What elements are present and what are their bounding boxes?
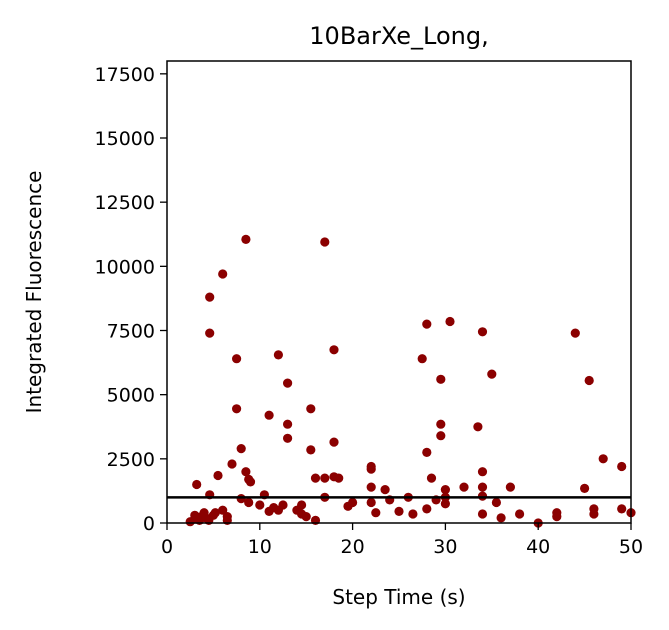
data-point-95 [570, 328, 580, 338]
data-point-102 [617, 504, 627, 514]
x-tick-label-1: 10 [248, 536, 272, 558]
data-point-11 [205, 328, 215, 338]
plot-frame [166, 60, 632, 524]
points-layer [185, 234, 636, 528]
data-point-54 [334, 473, 344, 483]
data-point-36 [278, 500, 288, 510]
data-point-74 [436, 419, 446, 429]
data-point-70 [422, 504, 432, 514]
data-point-84 [477, 482, 488, 492]
data-point-45 [306, 445, 316, 455]
data-point-31 [264, 410, 274, 420]
data-point-56 [348, 497, 358, 508]
x-tick-label-2: 20 [341, 536, 365, 558]
data-point-48 [320, 237, 330, 247]
data-point-16 [218, 505, 228, 515]
data-point-83 [477, 467, 488, 477]
data-point-14 [213, 470, 223, 481]
data-point-37 [283, 378, 293, 388]
data-point-46 [310, 473, 321, 483]
data-point-52 [329, 437, 339, 447]
data-point-20 [232, 354, 242, 364]
x-tick-label-5: 50 [619, 536, 643, 558]
data-point-25 [241, 467, 251, 477]
data-point-28 [245, 477, 256, 487]
data-point-38 [283, 419, 293, 429]
data-point-10 [205, 292, 215, 302]
data-point-76 [440, 485, 450, 495]
y-tick-label-4: 10000 [95, 256, 155, 278]
data-point-42 [297, 500, 307, 510]
data-point-99 [589, 509, 599, 519]
x-axis-ticks: 0 10 20 30 40 50 [161, 523, 643, 558]
data-point-27 [244, 497, 254, 508]
y-tick-label-6: 15000 [95, 128, 155, 150]
data-point-43 [301, 511, 311, 522]
y-tick-label-2: 5000 [107, 385, 155, 407]
data-point-66 [408, 509, 418, 519]
data-point-75 [436, 431, 446, 441]
data-point-58 [366, 464, 376, 474]
data-point-97 [584, 375, 594, 386]
y-tick-label-1: 2500 [107, 449, 155, 471]
data-point-87 [487, 369, 497, 379]
x-tick-label-3: 30 [433, 536, 457, 558]
data-point-49 [320, 473, 330, 483]
data-point-3 [192, 479, 202, 490]
data-point-67 [417, 354, 427, 364]
y-axis-ticks: 0 2500 5000 7500 10000 12500 15000 17500 [95, 64, 167, 535]
data-point-79 [440, 499, 450, 509]
data-point-73 [436, 374, 446, 384]
data-point-69 [422, 447, 432, 457]
data-point-68 [422, 319, 432, 329]
data-point-61 [371, 508, 381, 518]
data-point-100 [598, 454, 608, 464]
data-point-88 [491, 497, 501, 508]
data-point-24 [241, 234, 251, 244]
y-tick-label-0: 0 [143, 513, 155, 535]
data-point-96 [580, 483, 590, 493]
data-point-22 [236, 444, 246, 454]
data-point-60 [366, 497, 376, 508]
data-point-78 [445, 316, 455, 327]
y-tick-label-7: 17500 [95, 64, 155, 86]
data-point-71 [426, 473, 437, 483]
x-tick-label-4: 40 [526, 536, 550, 558]
data-point-80 [459, 482, 469, 492]
data-point-19 [227, 459, 237, 469]
y-tick-label-5: 12500 [95, 192, 155, 214]
chart-title: 10BarXe_Long, [309, 22, 488, 50]
data-point-81 [473, 422, 483, 432]
data-point-13 [210, 508, 220, 518]
data-point-86 [477, 509, 488, 519]
data-point-34 [273, 350, 283, 360]
y-axis-label: Integrated Fluorescence [22, 171, 46, 414]
data-point-101 [617, 461, 627, 472]
data-point-59 [366, 482, 376, 492]
data-point-89 [496, 513, 506, 523]
data-point-39 [283, 433, 293, 443]
data-point-62 [380, 485, 390, 495]
data-point-51 [329, 345, 339, 355]
data-point-64 [394, 506, 404, 516]
data-point-91 [515, 509, 525, 519]
data-point-29 [255, 500, 265, 510]
x-axis-label: Step Time (s) [332, 585, 465, 609]
data-point-21 [232, 404, 242, 414]
data-point-94 [552, 511, 562, 522]
data-point-82 [477, 327, 488, 337]
x-tick-label-0: 0 [161, 536, 173, 558]
y-tick-label-3: 7500 [107, 321, 155, 343]
data-point-90 [505, 482, 515, 492]
data-point-44 [306, 404, 316, 414]
data-point-15 [218, 269, 228, 279]
